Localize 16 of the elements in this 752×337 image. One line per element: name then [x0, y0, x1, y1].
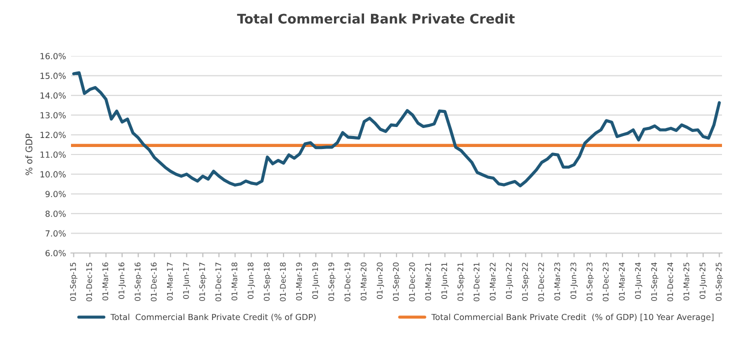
- line-series: [72, 71, 721, 188]
- chart-title: Total Commercial Bank Private Credit: [237, 13, 515, 24]
- y-tick-label: 15.0%: [40, 72, 66, 79]
- legend-label: Total Commercial Bank Private Credit (% of GDP): [110, 314, 316, 322]
- y-axis-title: % of GDP: [25, 134, 32, 176]
- y-tick-label: 13.0%: [40, 112, 66, 118]
- y-tick-label: 11.0%: [40, 151, 66, 158]
- y-tick-label: 14.0%: [40, 92, 66, 99]
- y-tick-label: 9.0%: [45, 190, 66, 198]
- y-tick-label: 7.0%: [46, 230, 66, 237]
- legend-label: Total Commercial Bank Private Credit (% of GDP) [10 Year Average]: [431, 314, 714, 322]
- y-tick-label: 12.0%: [40, 132, 66, 138]
- y-tick-label: 6.0%: [46, 250, 66, 256]
- y-tick-label: 8.0%: [46, 210, 66, 217]
- y-tick-label: 16.0%: [40, 52, 66, 60]
- y-tick-label: 10.0%: [40, 171, 66, 178]
